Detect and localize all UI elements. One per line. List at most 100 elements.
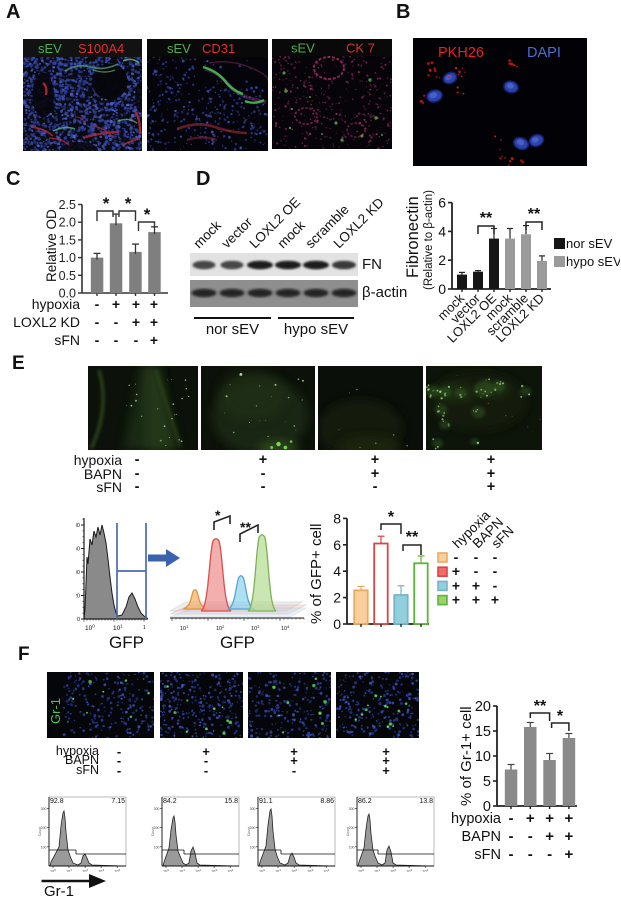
svg-text:+: +	[472, 592, 480, 608]
svg-text:200: 200	[41, 826, 47, 830]
svg-text:100: 100	[259, 868, 265, 872]
svg-text:86.2: 86.2	[358, 798, 372, 805]
svg-text:0: 0	[438, 281, 446, 297]
svg-text:100: 100	[349, 845, 355, 849]
svg-text:103: 103	[98, 868, 104, 872]
svg-text:6: 6	[438, 196, 446, 211]
svg-text:200: 200	[250, 826, 256, 830]
svg-text:hypoxia: hypoxia	[451, 811, 502, 827]
svg-text:-: -	[528, 846, 533, 863]
svg-text:Gr-1: Gr-1	[48, 698, 63, 724]
svg-text:101: 101	[113, 624, 123, 633]
svg-text:4: 4	[438, 223, 446, 239]
svg-text:101: 101	[179, 868, 185, 872]
svg-text:**: **	[240, 519, 251, 535]
svg-text:101: 101	[275, 868, 281, 872]
svg-text:300: 300	[349, 807, 355, 811]
svg-text:6: 6	[333, 537, 341, 553]
svg-text:60: 60	[76, 547, 80, 553]
svg-text:*: *	[144, 205, 151, 224]
svg-text:Count: Count	[346, 827, 350, 836]
svg-text:BAPN: BAPN	[462, 829, 502, 845]
svg-text:+: +	[545, 810, 554, 827]
svg-text:13.8: 13.8	[419, 798, 433, 805]
svg-text:103: 103	[251, 624, 260, 632]
svg-text:Gr-1: Gr-1	[44, 883, 74, 898]
svg-text:15: 15	[475, 724, 491, 740]
svg-text:10: 10	[475, 749, 491, 765]
svg-text:1.5: 1.5	[59, 233, 76, 247]
svg-text:CD31: CD31	[202, 41, 235, 56]
svg-text:102: 102	[291, 868, 297, 872]
svg-text:*: *	[103, 196, 110, 213]
svg-text:92.8: 92.8	[50, 798, 64, 805]
svg-text:91.1: 91.1	[259, 798, 273, 805]
svg-text:Count: Count	[247, 827, 251, 836]
svg-text:300: 300	[154, 807, 160, 811]
svg-text:+: +	[491, 592, 499, 608]
svg-text:100: 100	[358, 868, 364, 872]
svg-text:CK 7: CK 7	[346, 41, 375, 56]
svg-text:102: 102	[195, 868, 201, 872]
svg-text:1: 1	[143, 625, 146, 631]
svg-text:Count: Count	[151, 827, 155, 836]
svg-text:20: 20	[76, 594, 80, 600]
svg-text:0: 0	[483, 799, 491, 815]
svg-text:103: 103	[211, 868, 217, 872]
svg-text:**: **	[528, 206, 541, 223]
svg-text:PKH26: PKH26	[438, 45, 484, 61]
svg-text:1.0: 1.0	[59, 251, 76, 265]
svg-text:**: **	[534, 698, 547, 715]
svg-text:104: 104	[422, 868, 428, 872]
svg-text:100: 100	[50, 868, 56, 872]
svg-text:+: +	[452, 563, 460, 579]
svg-text:-: -	[493, 549, 498, 565]
svg-text:5: 5	[483, 774, 491, 790]
svg-text:-: -	[454, 549, 459, 565]
svg-text:0: 0	[77, 617, 80, 623]
svg-text:**: **	[406, 529, 419, 546]
svg-text:+: +	[565, 828, 574, 845]
svg-text:0.0: 0.0	[59, 287, 76, 301]
svg-text:100: 100	[85, 624, 95, 633]
svg-text:104: 104	[323, 868, 329, 872]
svg-text:sEV: sEV	[291, 41, 315, 56]
svg-text:101: 101	[66, 868, 72, 872]
svg-text:102: 102	[216, 624, 225, 632]
svg-text:103: 103	[406, 868, 412, 872]
svg-text:hypo sEV: hypo sEV	[566, 254, 620, 269]
svg-text:**: **	[480, 210, 493, 227]
svg-text:S100A4: S100A4	[78, 41, 124, 56]
svg-text:-: -	[547, 846, 552, 863]
svg-text:4: 4	[333, 563, 341, 579]
svg-text:-: -	[528, 828, 533, 845]
svg-text:*: *	[125, 196, 132, 213]
svg-text:104: 104	[114, 868, 120, 872]
svg-text:102: 102	[390, 868, 396, 872]
svg-text:*: *	[388, 509, 395, 526]
svg-text:300: 300	[41, 807, 47, 811]
svg-text:102: 102	[82, 868, 88, 872]
svg-text:2.0: 2.0	[59, 216, 76, 230]
svg-text:40: 40	[76, 570, 80, 576]
svg-text:80: 80	[76, 523, 80, 529]
svg-text:sEV: sEV	[38, 41, 62, 56]
svg-text:104: 104	[227, 868, 233, 872]
svg-text:0: 0	[333, 616, 341, 632]
svg-text:104: 104	[281, 624, 290, 632]
svg-text:7.15: 7.15	[111, 798, 125, 805]
svg-text:20: 20	[475, 699, 491, 715]
svg-text:+: +	[526, 810, 535, 827]
svg-text:sFN: sFN	[474, 847, 501, 863]
svg-text:101: 101	[374, 868, 380, 872]
svg-text:200: 200	[154, 826, 160, 830]
svg-text:+: +	[545, 828, 554, 845]
svg-text:-: -	[509, 846, 514, 863]
svg-text:8.86: 8.86	[320, 798, 334, 805]
svg-text:vector: vector	[219, 214, 256, 251]
svg-text:100: 100	[163, 868, 169, 872]
svg-text:-: -	[493, 563, 498, 579]
svg-text:*: *	[557, 708, 564, 725]
svg-text:8: 8	[333, 510, 341, 526]
svg-text:2: 2	[438, 252, 446, 268]
